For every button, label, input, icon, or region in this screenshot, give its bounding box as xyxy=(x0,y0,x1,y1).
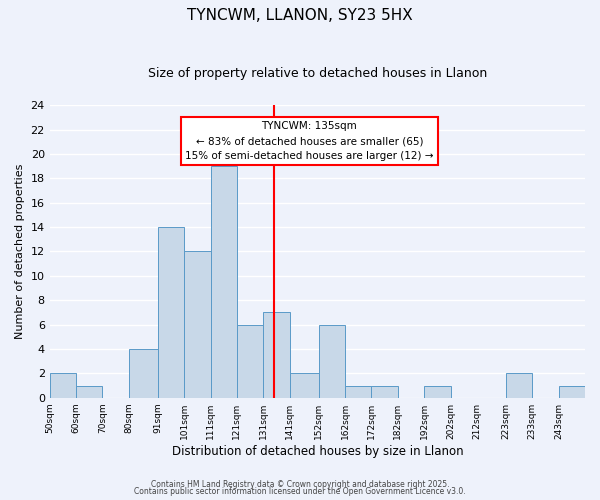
Bar xyxy=(371,386,398,398)
Bar xyxy=(158,227,184,398)
Text: TYNCWM, LLANON, SY23 5HX: TYNCWM, LLANON, SY23 5HX xyxy=(187,8,413,22)
Bar xyxy=(76,386,103,398)
Bar xyxy=(506,374,532,398)
Bar xyxy=(319,324,345,398)
Bar xyxy=(129,349,158,398)
Bar xyxy=(290,374,319,398)
Text: Contains HM Land Registry data © Crown copyright and database right 2025.: Contains HM Land Registry data © Crown c… xyxy=(151,480,449,489)
Title: Size of property relative to detached houses in Llanon: Size of property relative to detached ho… xyxy=(148,68,487,80)
Bar xyxy=(559,386,585,398)
Bar xyxy=(184,252,211,398)
Bar xyxy=(263,312,290,398)
Bar xyxy=(424,386,451,398)
Bar xyxy=(237,324,263,398)
Bar xyxy=(211,166,237,398)
Text: TYNCWM: 135sqm
← 83% of detached houses are smaller (65)
15% of semi-detached ho: TYNCWM: 135sqm ← 83% of detached houses … xyxy=(185,122,434,161)
Text: Contains public sector information licensed under the Open Government Licence v3: Contains public sector information licen… xyxy=(134,488,466,496)
Y-axis label: Number of detached properties: Number of detached properties xyxy=(15,164,25,339)
Bar xyxy=(345,386,371,398)
X-axis label: Distribution of detached houses by size in Llanon: Distribution of detached houses by size … xyxy=(172,444,463,458)
Bar xyxy=(50,374,76,398)
